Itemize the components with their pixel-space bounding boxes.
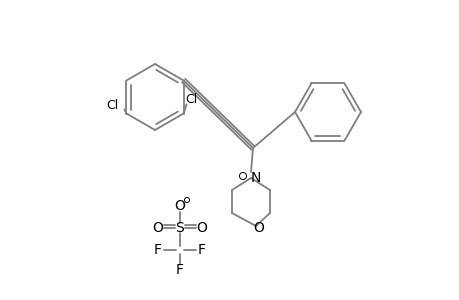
Text: N: N (251, 171, 261, 185)
Text: S: S (175, 221, 184, 235)
Text: O: O (152, 221, 163, 235)
Text: F: F (176, 263, 184, 277)
Text: O: O (253, 221, 264, 235)
Text: Cl: Cl (106, 99, 118, 112)
Text: F: F (197, 243, 206, 257)
Text: O: O (174, 199, 185, 213)
Text: Cl: Cl (185, 93, 197, 106)
Text: F: F (154, 243, 162, 257)
Text: O: O (196, 221, 207, 235)
